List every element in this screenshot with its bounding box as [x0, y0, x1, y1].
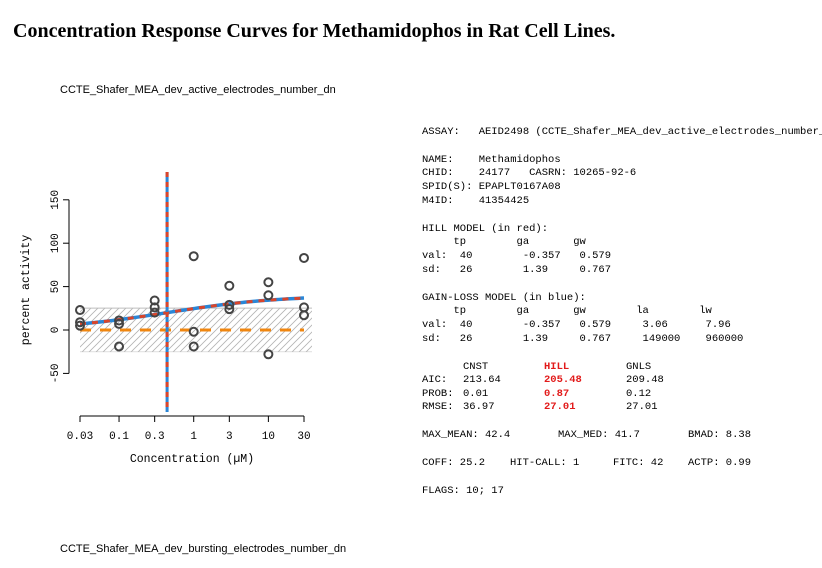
bmad: BMAD: 8.38 [688, 429, 752, 441]
hill-model-sd: sd: 26 1.39 0.767 [422, 264, 612, 276]
assay-line: ASSAY: AEID2498 (CCTE_Shafer_MEA_dev_act… [422, 126, 822, 138]
x-tick-label: 1 [190, 431, 197, 443]
data-point [224, 299, 235, 310]
hill-model-values: val: 40 -0.357 0.579 [422, 250, 612, 262]
prob-gnls: 0.12 [626, 388, 652, 400]
actp: ACTP: 0.99 [688, 457, 752, 469]
data-point [224, 280, 235, 291]
aic-label: AIC: [422, 374, 448, 386]
page-title: Concentration Response Curves for Metham… [13, 20, 616, 42]
data-point [263, 290, 274, 301]
coff: COFF: 25.2 [422, 457, 486, 469]
hit-call: HIT-CALL: 1 [510, 457, 580, 469]
flags: FLAGS: 10; 17 [422, 485, 504, 497]
compare-header-hill: HILL [544, 361, 570, 373]
x-tick-label: 10 [262, 431, 275, 443]
compare-header-cnst: CNST [463, 361, 489, 373]
hill-model-title: HILL MODEL (in red): [422, 223, 549, 235]
y-axis-label: percent activity [20, 235, 33, 346]
spid-line: SPID(S): EPAPLT0167A08 [422, 181, 561, 193]
data-point [263, 277, 274, 288]
data-point [149, 302, 160, 313]
name-line: NAME: Methamidophos [422, 154, 561, 166]
prob-hill: 0.87 [544, 388, 570, 400]
data-point [224, 304, 235, 315]
chid-line: CHID: 24177 CASRN: 10265-92-6 [422, 167, 637, 179]
y-tick-label: -50 [50, 363, 62, 383]
data-point [114, 318, 125, 329]
data-point [149, 307, 160, 318]
x-tick-label: 0.03 [67, 431, 93, 443]
data-point [188, 251, 199, 262]
assay-caption-bottom: CCTE_Shafer_MEA_dev_bursting_electrodes_… [60, 543, 347, 555]
data-point [188, 326, 199, 337]
gainloss-model-sd: sd: 26 1.39 0.767 149000 960000 [422, 333, 744, 345]
gainloss-model-header: tp ga gw la lw [422, 305, 712, 317]
data-point [75, 320, 85, 331]
cutoff-band [80, 308, 312, 352]
data-point [114, 315, 125, 326]
y-tick-label: 100 [50, 233, 62, 253]
prob-label: PROB: [422, 388, 454, 400]
x-tick-label: 30 [297, 431, 310, 443]
aic-hill: 205.48 [544, 374, 582, 386]
x-tick-label: 0.1 [109, 431, 129, 443]
max-mean: MAX_MEAN: 42.4 [422, 429, 511, 441]
rmse-cnst: 36.97 [463, 401, 495, 413]
assay-caption-top: CCTE_Shafer_MEA_dev_active_electrodes_nu… [60, 84, 336, 96]
data-point [188, 341, 199, 352]
x-axis-label: Concentration (µM) [130, 453, 254, 466]
rmse-hill: 27.01 [544, 401, 576, 413]
compare-header-gnls: GNLS [626, 361, 652, 373]
concentration-response-chart: -50 0 50 100 150 0.03 0.1 0.3 1 3 10 30 Concentrati… [20, 172, 312, 466]
y-tick-label: 0 [50, 327, 62, 334]
gainloss-model-title: GAIN-LOSS MODEL (in blue): [422, 292, 586, 304]
max-med: MAX_MED: 41.7 [558, 429, 640, 441]
y-tick-label: 150 [50, 190, 62, 210]
aic-gnls: 209.48 [626, 374, 664, 386]
m4id-line: M4ID: 41354425 [422, 195, 530, 207]
data-point [149, 295, 160, 306]
hill-model-header: tp ga gw [422, 236, 586, 248]
data-point [114, 341, 125, 352]
data-point [299, 252, 309, 263]
x-tick-label: 0.3 [145, 431, 165, 443]
fitc: FITC: 42 [613, 457, 664, 469]
x-tick-label: 3 [226, 431, 233, 443]
rmse-label: RMSE: [422, 401, 454, 413]
data-point [75, 317, 85, 328]
y-tick-label: 50 [50, 280, 62, 293]
data-point [75, 305, 85, 316]
gainloss-model-values: val: 40 -0.357 0.579 3.06 7.96 [422, 319, 731, 331]
rmse-gnls: 27.01 [626, 401, 658, 413]
data-point [263, 349, 274, 360]
data-point [299, 310, 309, 321]
aic-cnst: 213.64 [463, 374, 501, 386]
prob-cnst: 0.01 [463, 388, 489, 400]
